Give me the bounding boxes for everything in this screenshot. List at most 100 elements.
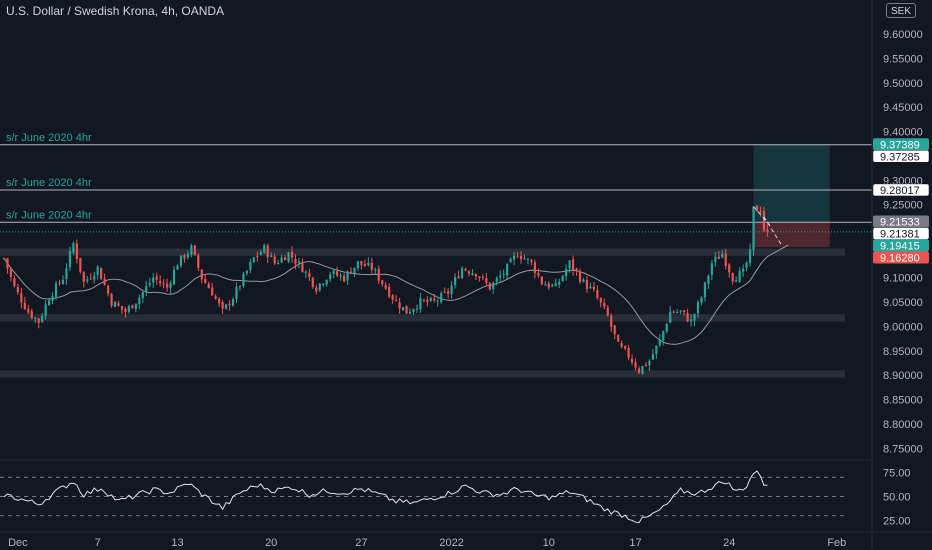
candle-body <box>117 303 120 306</box>
candle-body <box>613 325 616 335</box>
time-tick-label: Feb <box>827 537 846 549</box>
candle-body <box>61 279 65 284</box>
candle-body <box>304 271 307 273</box>
candle-body <box>575 268 578 272</box>
candle-body <box>412 309 415 312</box>
candle-body <box>478 276 481 279</box>
price-tick-label: 9.50000 <box>883 78 923 90</box>
candle-body <box>669 311 672 323</box>
price-axis[interactable]: 9.600009.550009.500009.450009.400009.350… <box>871 0 923 550</box>
candle-body <box>693 314 696 321</box>
time-tick-label: 7 <box>95 537 101 549</box>
candle-body <box>204 279 207 283</box>
candle-body <box>110 294 113 306</box>
trendline-layer[interactable] <box>753 206 782 245</box>
candle-body <box>748 249 752 263</box>
rsi-tick-label: 25.00 <box>883 515 911 527</box>
candle-body <box>752 206 755 251</box>
candle-body <box>79 257 82 272</box>
candle-body <box>179 255 183 266</box>
candle-body <box>547 283 550 288</box>
currency-button[interactable]: SEK <box>886 3 916 18</box>
time-tick-label: 17 <box>629 537 641 549</box>
candle-body <box>169 283 172 288</box>
time-tick-label: 24 <box>723 537 735 549</box>
candle-body <box>391 295 394 300</box>
candle-body <box>176 265 179 270</box>
candle-body <box>367 262 370 266</box>
candle-body <box>467 271 471 274</box>
candle-body <box>294 259 297 264</box>
price-tick-label: 9.25000 <box>883 200 923 212</box>
candle-body <box>561 275 564 281</box>
candle-body <box>672 311 675 313</box>
candle-body <box>766 229 769 232</box>
candle-body <box>186 253 190 258</box>
candle-body <box>617 335 620 342</box>
candle-body <box>728 264 731 273</box>
zones-layer <box>0 248 845 378</box>
candle-body <box>301 261 304 273</box>
candle-body <box>297 261 301 263</box>
price-label: 9.37285 <box>880 151 920 163</box>
candle-body <box>283 257 287 261</box>
candle-body <box>405 305 408 314</box>
candle-body <box>6 258 9 269</box>
rsi-pane <box>0 459 872 524</box>
candle-body <box>329 274 332 279</box>
candle-body <box>554 283 557 287</box>
candle-body <box>429 297 432 301</box>
candle-body <box>235 287 238 299</box>
candle-body <box>214 296 217 299</box>
candle-body <box>426 299 429 303</box>
candle-body <box>700 297 703 303</box>
time-tick-label: 2022 <box>439 537 463 549</box>
candle-body <box>13 278 16 287</box>
candle-body <box>325 279 328 285</box>
candle-body <box>665 324 668 332</box>
candle-body <box>620 343 623 347</box>
candle-body <box>68 251 72 268</box>
candle-body <box>155 276 158 280</box>
candle-body <box>488 282 491 290</box>
candle-body <box>211 287 214 296</box>
candle-body <box>627 348 630 358</box>
candle-body <box>103 278 106 285</box>
candle-body <box>34 317 37 319</box>
time-axis[interactable]: Dec 7 13 20 27 2022 10 17 24 Feb <box>0 531 932 549</box>
candle-body <box>485 278 488 283</box>
candle-body <box>100 267 103 280</box>
candle-body <box>134 303 137 309</box>
chart-title: U.S. Dollar / Swedish Krona, 4h, OANDA <box>6 4 225 18</box>
candle-body <box>683 310 686 313</box>
horizontal-lines-layer[interactable]: s/r June 2020 4hr s/r June 2020 4hr s/r Ju… <box>0 132 872 233</box>
candle-body <box>9 268 13 277</box>
candle-body <box>384 285 387 289</box>
candle-body <box>540 276 543 285</box>
candle-body <box>689 319 693 322</box>
candle-body <box>65 268 68 280</box>
candle-body <box>460 268 464 279</box>
price-label-box <box>873 239 929 252</box>
candle-body <box>381 280 384 284</box>
position-tool[interactable] <box>753 144 830 248</box>
candle-body <box>523 258 526 260</box>
candle-body <box>443 291 446 293</box>
candle-body <box>152 277 155 283</box>
candle-body <box>721 253 724 258</box>
candle-body <box>762 211 766 231</box>
candle-body <box>454 277 457 285</box>
candle-body <box>735 280 738 282</box>
price-tick-label: 9.60000 <box>883 29 923 41</box>
candle-body <box>433 298 436 301</box>
candle-body <box>686 312 689 322</box>
candle-body <box>23 302 26 310</box>
candle-body <box>263 245 266 253</box>
sr-line-label: s/r June 2020 4hr <box>6 177 92 189</box>
sr-zone <box>0 248 845 256</box>
moving-average-layer <box>3 244 789 345</box>
price-label: 9.37389 <box>880 139 920 151</box>
candle-body <box>277 262 280 264</box>
